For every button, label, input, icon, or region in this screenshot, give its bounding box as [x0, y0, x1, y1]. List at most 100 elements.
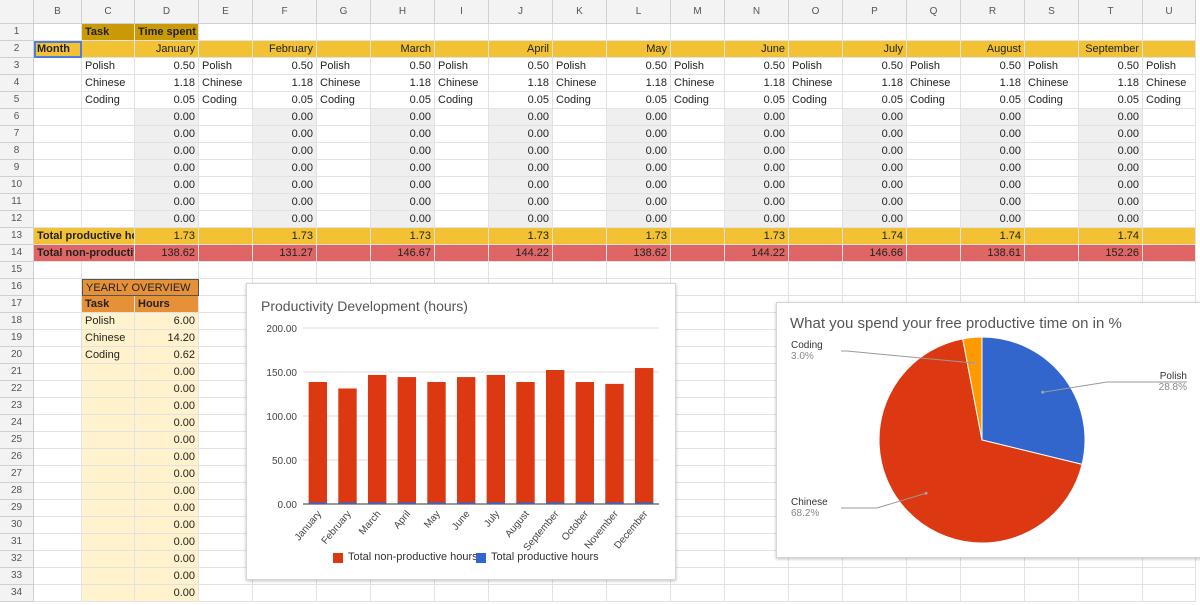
grid-cell[interactable] [82, 126, 135, 143]
grid-cell[interactable] [199, 177, 253, 194]
grid-cell[interactable] [1079, 279, 1143, 296]
grid-cell[interactable] [789, 585, 843, 602]
grid-cell[interactable] [82, 262, 135, 279]
zero-hours-cell[interactable]: 0.00 [961, 109, 1025, 126]
task-name[interactable]: Polish [317, 58, 371, 75]
row-header[interactable]: 34 [0, 585, 34, 602]
grid-cell[interactable] [34, 194, 82, 211]
zero-hours-cell[interactable]: 0.00 [371, 160, 435, 177]
grid-cell[interactable] [199, 296, 253, 313]
row-header[interactable]: 32 [0, 551, 34, 568]
total-nonproductive-band[interactable] [1025, 245, 1079, 262]
grid-cell[interactable] [671, 330, 725, 347]
grid-cell[interactable] [907, 262, 961, 279]
grid-cell[interactable] [789, 143, 843, 160]
month-header[interactable]: February [253, 41, 317, 58]
grid-cell[interactable] [1025, 585, 1079, 602]
grid-cell[interactable] [553, 160, 607, 177]
grid-cell[interactable] [1025, 24, 1079, 41]
grid-cell[interactable] [1025, 109, 1079, 126]
grid-cell[interactable] [435, 126, 489, 143]
task-name[interactable]: Coding [82, 92, 135, 109]
total-nonproductive-band[interactable] [907, 245, 961, 262]
yearly-empty-task[interactable] [82, 517, 135, 534]
task-hours-cell[interactable]: 1.18 [843, 75, 907, 92]
zero-hours-cell[interactable]: 0.00 [489, 143, 553, 160]
grid-cell[interactable] [34, 551, 82, 568]
column-header[interactable]: D [135, 0, 199, 24]
total-productive-value[interactable]: 1.74 [843, 228, 907, 245]
row-header[interactable]: 25 [0, 432, 34, 449]
yearly-empty-task[interactable] [82, 398, 135, 415]
task-name[interactable]: Polish [671, 58, 725, 75]
grid-cell[interactable] [199, 449, 253, 466]
grid-cell[interactable] [199, 415, 253, 432]
grid-cell[interactable] [671, 534, 725, 551]
total-productive-band[interactable] [317, 228, 371, 245]
row-header[interactable]: 24 [0, 415, 34, 432]
yearly-hours-value[interactable]: 6.00 [135, 313, 199, 330]
grid-cell[interactable] [34, 160, 82, 177]
zero-hours-cell[interactable]: 0.00 [961, 160, 1025, 177]
grid-cell[interactable] [435, 109, 489, 126]
total-nonproductive-band[interactable] [671, 245, 725, 262]
select-all-corner[interactable] [0, 0, 34, 24]
total-nonproductive-value[interactable]: 144.22 [489, 245, 553, 262]
row-header[interactable]: 15 [0, 262, 34, 279]
grid-cell[interactable] [34, 313, 82, 330]
zero-hours-cell[interactable]: 0.00 [725, 177, 789, 194]
task-hours-cell[interactable]: 0.05 [607, 92, 671, 109]
task-hours-cell[interactable]: 0.05 [1079, 92, 1143, 109]
grid-cell[interactable] [34, 58, 82, 75]
grid-cell[interactable] [317, 126, 371, 143]
total-productive-band[interactable] [671, 228, 725, 245]
grid-cell[interactable] [199, 262, 253, 279]
yearly-hours-value[interactable]: 0.00 [135, 551, 199, 568]
grid-cell[interactable] [671, 483, 725, 500]
grid-cell[interactable] [671, 466, 725, 483]
grid-cell[interactable] [34, 279, 82, 296]
grid-cell[interactable] [961, 568, 1025, 585]
zero-hours-cell[interactable]: 0.00 [489, 160, 553, 177]
grid-cell[interactable] [671, 568, 725, 585]
grid-cell[interactable] [34, 466, 82, 483]
month-header[interactable]: June [725, 41, 789, 58]
grid-cell[interactable] [671, 364, 725, 381]
zero-hours-cell[interactable]: 0.00 [253, 160, 317, 177]
grid-cell[interactable] [317, 177, 371, 194]
row-header[interactable]: 27 [0, 466, 34, 483]
yearly-hours-header[interactable]: Hours [135, 296, 199, 313]
grid-cell[interactable] [789, 279, 843, 296]
row-header[interactable]: 10 [0, 177, 34, 194]
task-name[interactable]: Polish [789, 58, 843, 75]
productivity-bar-chart[interactable]: Productivity Development (hours) 200.00 1… [246, 283, 676, 580]
yearly-task-name[interactable]: Polish [82, 313, 135, 330]
task-name[interactable]: Chinese [671, 75, 725, 92]
month-header[interactable]: March [371, 41, 435, 58]
month-header[interactable]: April [489, 41, 553, 58]
grid-cell[interactable] [1143, 211, 1196, 228]
grid-cell[interactable] [82, 211, 135, 228]
row-header[interactable]: 33 [0, 568, 34, 585]
zero-hours-cell[interactable]: 0.00 [1079, 177, 1143, 194]
grid-cell[interactable] [199, 483, 253, 500]
grid-cell[interactable] [1143, 194, 1196, 211]
total-nonproductive-value[interactable]: 131.27 [253, 245, 317, 262]
grid-cell[interactable] [1143, 585, 1196, 602]
row-header[interactable]: 14 [0, 245, 34, 262]
grid-cell[interactable] [961, 585, 1025, 602]
grid-cell[interactable] [671, 449, 725, 466]
task-hours-cell[interactable]: 0.50 [1079, 58, 1143, 75]
yearly-empty-task[interactable] [82, 415, 135, 432]
row-header[interactable]: 1 [0, 24, 34, 41]
yearly-task-name[interactable]: Chinese [82, 330, 135, 347]
grid-cell[interactable] [371, 585, 435, 602]
month-header[interactable]: August [961, 41, 1025, 58]
grid-cell[interactable] [34, 347, 82, 364]
grid-cell[interactable] [435, 585, 489, 602]
column-header[interactable]: Q [907, 0, 961, 24]
task-name[interactable]: Polish [907, 58, 961, 75]
zero-hours-cell[interactable]: 0.00 [961, 126, 1025, 143]
task-header[interactable]: Task [82, 24, 135, 41]
task-hours-cell[interactable]: 0.05 [843, 92, 907, 109]
